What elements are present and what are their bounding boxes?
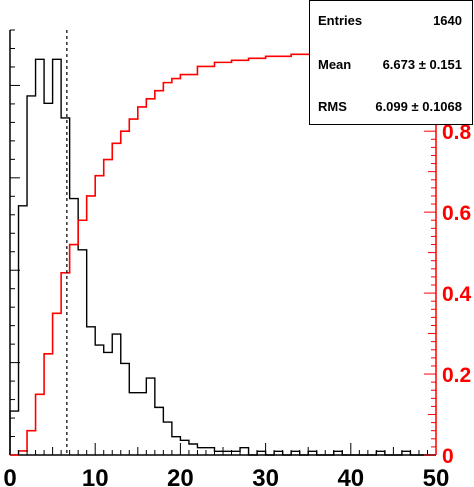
histogram-bin [78, 250, 87, 455]
stats-rms-label: RMS [318, 99, 347, 114]
histogram-bin [223, 451, 232, 455]
left-axis-ticks [10, 29, 20, 456]
right-tick-label: 0 [442, 445, 454, 468]
histogram-bin [334, 451, 343, 455]
histogram-bin [376, 451, 385, 455]
cumulative-series [10, 49, 437, 456]
right-tick-label: 0.4 [442, 283, 472, 306]
x-tick-label: 10 [82, 465, 109, 487]
histogram-bin [36, 59, 45, 455]
x-tick-label: 20 [167, 465, 194, 487]
x-tick-label: 30 [252, 465, 279, 487]
stats-mean-value: 6.673 ± 0.151 [382, 57, 462, 72]
x-axis: 0 10 20 30 40 50 [3, 443, 449, 487]
histogram-bin [257, 451, 266, 455]
histogram-bin [70, 199, 79, 455]
histogram-bin [44, 103, 53, 455]
histogram-bin [172, 437, 181, 455]
histogram-bin [95, 345, 104, 455]
histogram-bin [112, 334, 121, 455]
histogram-bin [206, 448, 215, 455]
histogram-bin [53, 59, 62, 455]
histogram-bin [104, 352, 113, 455]
x-tick-label: 40 [337, 465, 364, 487]
histogram-bin [129, 393, 138, 455]
histogram-bin [232, 451, 241, 455]
stats-entries-row: Entries 1640 [318, 13, 462, 31]
histogram-bin [291, 451, 300, 455]
stats-mean-label: Mean [318, 57, 352, 72]
histogram-bin [138, 393, 147, 455]
histogram-bin [19, 206, 28, 455]
histogram-bin [180, 440, 189, 455]
right-tick-label: 0.2 [442, 364, 471, 387]
stats-entries-label: Entries [318, 13, 363, 28]
right-tick-label: 0.8 [442, 121, 472, 144]
histogram-bin [61, 118, 70, 455]
histogram-bin [10, 411, 19, 455]
histogram-bin [87, 327, 96, 455]
histogram-bin [189, 444, 198, 455]
cumulative-curve [10, 49, 437, 456]
histogram-bin [402, 451, 411, 455]
histogram-bin [308, 451, 317, 455]
stats-mean-row: Mean 6.673 ± 0.151 [318, 57, 462, 75]
histogram-bin [197, 448, 206, 455]
right-tick-label: 0.6 [442, 202, 471, 225]
histogram-bin [274, 451, 283, 455]
histogram-bin [240, 448, 249, 455]
stats-entries-value: 1640 [433, 13, 462, 28]
histogram-series [9, 58, 436, 456]
stats-rms-row: RMS 6.099 ± 0.1068 [318, 99, 462, 117]
histogram-outline [9, 58, 436, 456]
x-tick-label: 0 [3, 465, 16, 487]
histogram-bin [214, 451, 223, 455]
stats-rms-value: 6.099 ± 0.1068 [375, 99, 462, 114]
histogram-bin [163, 422, 172, 455]
histogram-bin [146, 378, 155, 455]
stats-box: Entries 1640 Mean 6.673 ± 0.151 RMS 6.09… [309, 0, 473, 125]
x-tick-label: 50 [423, 465, 450, 487]
histogram-bin [27, 96, 36, 455]
histogram-bin [155, 407, 164, 455]
histogram-bin [121, 363, 130, 455]
